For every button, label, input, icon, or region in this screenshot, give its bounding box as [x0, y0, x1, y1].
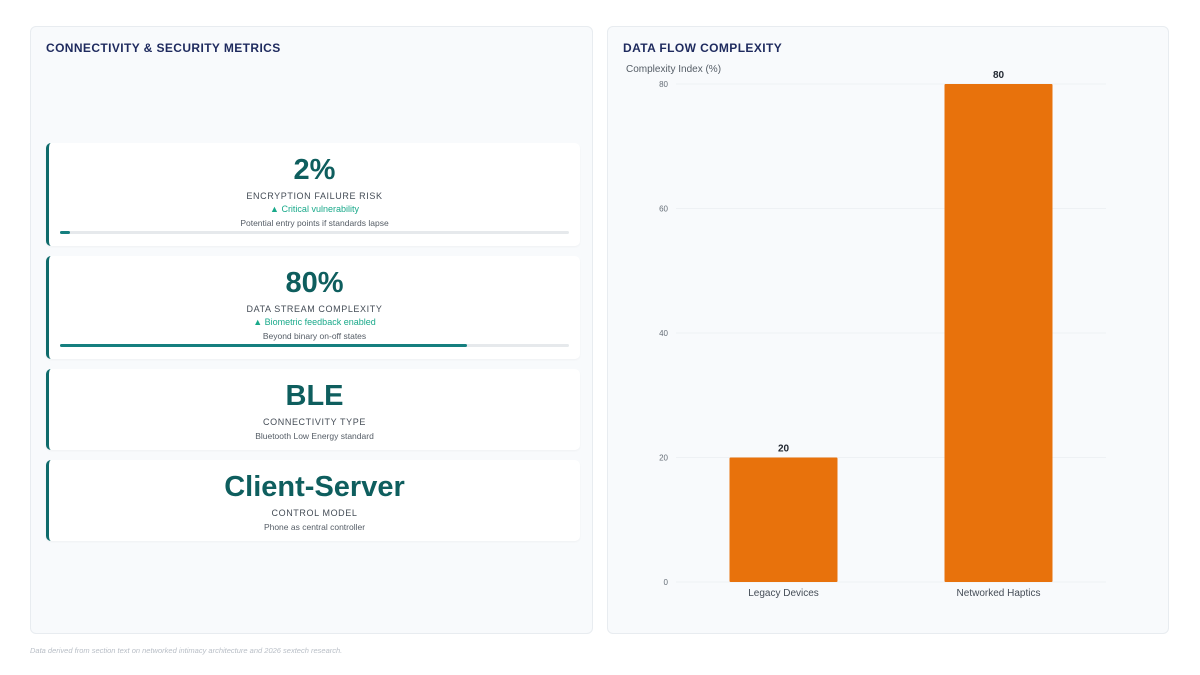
kpi-card-connectivity-type: BLE CONNECTIVITY TYPE Bluetooth Low Ener…	[46, 369, 580, 450]
bar	[944, 84, 1053, 582]
chart-panel: DATA FLOW COMPLEXITY Complexity Index (%…	[607, 26, 1169, 634]
metrics-panel: CONNECTIVITY & SECURITY METRICS 2% ENCRY…	[30, 26, 593, 634]
kpi-card-control-model: Client-Server CONTROL MODEL Phone as cen…	[46, 460, 580, 541]
bar-chart: Complexity Index (%) 0 20 40 60 80 20 Legacy De…	[626, 64, 1106, 599]
kpi-description: Phone as central controller	[263, 522, 366, 532]
kpi-card-encryption-risk: 2% ENCRYPTION FAILURE RISK ▲ Critical vu…	[46, 143, 580, 246]
kpi-card-data-stream-complexity: 80% DATA STREAM COMPLEXITY ▲ Biometric f…	[46, 256, 580, 359]
data-label: 20	[778, 444, 790, 455]
kpi-value: 80%	[285, 267, 344, 299]
kpi-description: Bluetooth Low Energy standard	[255, 431, 374, 441]
kpi-description: Beyond binary on-off states	[262, 331, 367, 341]
kpi-label: ENCRYPTION FAILURE RISK	[246, 191, 383, 201]
y-tick-label: 0	[664, 578, 669, 587]
kpi-progress-bar	[60, 231, 569, 234]
metrics-panel-title: CONNECTIVITY & SECURITY METRICS	[46, 41, 281, 55]
kpi-label: CONNECTIVITY TYPE	[263, 417, 366, 427]
data-label: 80	[993, 70, 1005, 81]
chart-panel-title: DATA FLOW COMPLEXITY	[623, 41, 783, 55]
bar	[729, 457, 838, 582]
x-tick-label: Networked Haptics	[957, 588, 1041, 599]
kpi-value: Client-Server	[224, 471, 405, 503]
kpi-label: CONTROL MODEL	[271, 508, 358, 518]
kpi-trend: ▲ Biometric feedback enabled	[253, 317, 376, 327]
kpi-trend: ▲ Critical vulnerability	[270, 204, 359, 214]
y-tick-label: 80	[659, 80, 668, 89]
y-tick-label: 40	[659, 329, 668, 338]
kpi-progress-fill	[60, 231, 71, 234]
x-tick-label: Legacy Devices	[748, 588, 819, 599]
kpi-label: DATA STREAM COMPLEXITY	[246, 304, 383, 314]
kpi-description: Potential entry points if standards laps…	[240, 218, 389, 228]
kpi-value: 2%	[293, 154, 336, 186]
kpi-progress-bar	[60, 344, 569, 347]
kpi-value: BLE	[285, 380, 344, 412]
footer-note: Data derived from section text on networ…	[30, 646, 343, 655]
y-axis-title: Complexity Index (%)	[626, 64, 721, 75]
y-tick-label: 20	[659, 454, 668, 463]
kpi-progress-fill	[60, 344, 468, 347]
y-tick-label: 60	[659, 205, 668, 214]
